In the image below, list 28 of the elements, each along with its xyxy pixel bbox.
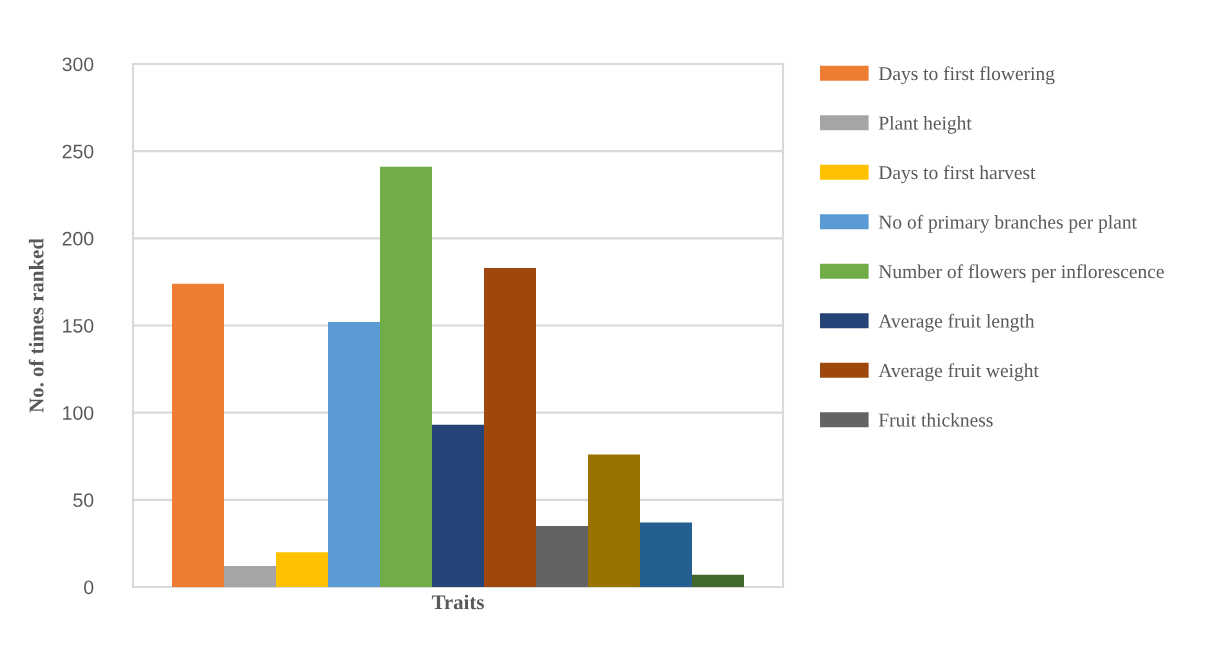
legend-label: Plant height xyxy=(878,116,972,134)
bar xyxy=(328,322,380,587)
legend-label: Days to first flowering xyxy=(878,66,1055,85)
bar xyxy=(276,552,328,587)
y-axis-title: No. of times ranked xyxy=(28,238,44,413)
legend-label: No of primary branches per plant xyxy=(878,214,1137,233)
bar xyxy=(432,424,484,587)
legend-label: Average fruit length xyxy=(878,313,1035,332)
bar xyxy=(484,267,536,587)
legend-label: Average fruit weight xyxy=(878,363,1039,382)
legend-label: Number of flowers per inflorescence xyxy=(878,264,1164,283)
y-tick-label: 200 xyxy=(62,231,94,246)
bar xyxy=(536,525,588,587)
y-tick-label: 150 xyxy=(63,318,94,333)
bar xyxy=(640,522,692,587)
y-tick-label: 300 xyxy=(62,57,94,72)
bar xyxy=(172,283,224,587)
y-tick-label: 100 xyxy=(63,406,94,420)
y-tick-label: 250 xyxy=(62,144,94,159)
bar xyxy=(588,454,640,587)
bar xyxy=(692,574,744,587)
bar xyxy=(224,566,276,587)
bar xyxy=(380,166,432,587)
legend-label: Fruit thickness xyxy=(878,412,993,427)
y-tick-label: 0 xyxy=(84,580,94,595)
x-axis-title: Traits xyxy=(431,594,484,610)
y-tick-label: 50 xyxy=(73,493,94,508)
legend-label: Days to first harvest xyxy=(878,165,1036,184)
